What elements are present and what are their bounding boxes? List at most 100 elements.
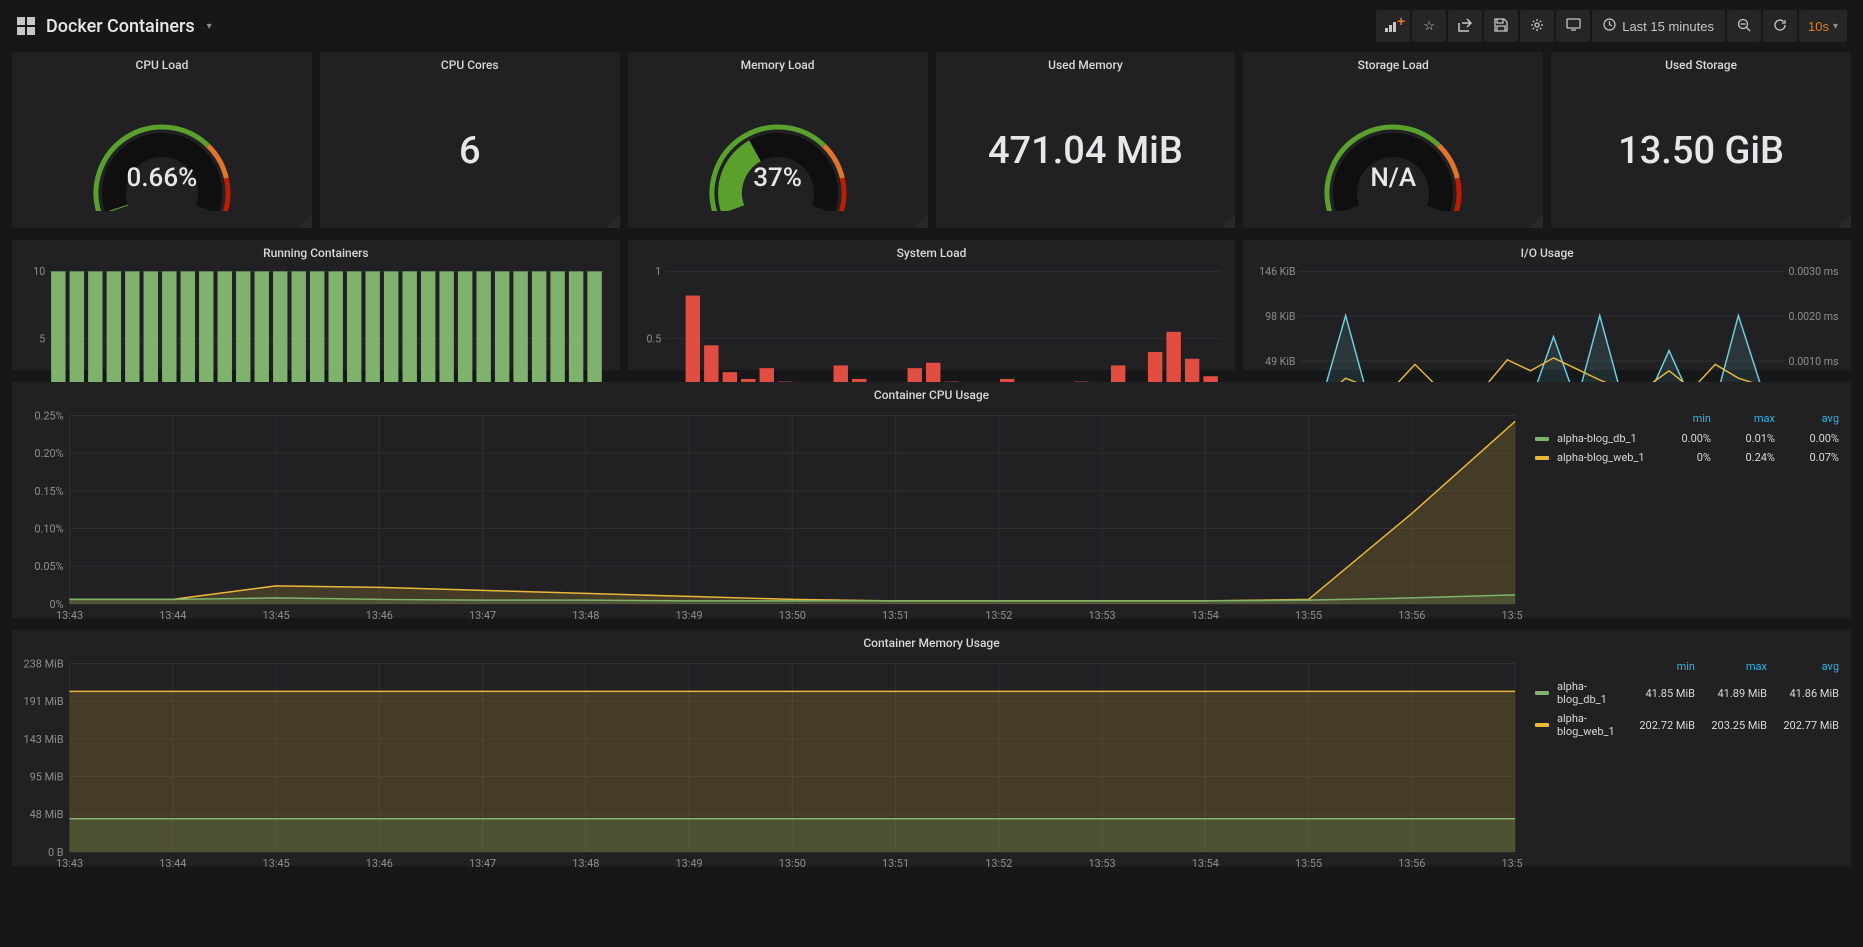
svg-text:13:57: 13:57 [1501,609,1523,622]
svg-text:13:53: 13:53 [1088,609,1115,622]
dashboard-title: Docker Containers [46,16,195,37]
svg-text:13:57: 13:57 [1501,857,1523,870]
topbar: Docker Containers ▾ + ☆ [0,0,1863,52]
svg-text:191 MiB: 191 MiB [24,695,64,708]
svg-text:13:52: 13:52 [985,609,1012,622]
panel-cpu-cores[interactable]: CPU Cores 6 [320,52,620,228]
svg-text:13:50: 13:50 [779,857,806,870]
panel-container-mem[interactable]: Container Memory Usage 238 MiB191 MiB143… [12,630,1851,866]
svg-text:5: 5 [39,332,45,345]
resize-handle[interactable] [606,214,620,228]
resize-handle[interactable] [1529,214,1543,228]
stat-value: 6 [459,129,481,173]
dashboard-title-group[interactable]: Docker Containers ▾ [16,16,1376,37]
svg-text:13:46: 13:46 [366,609,393,622]
legend-container-mem: minmaxavgalpha-blog_db_141.85 MiB41.89 M… [1531,652,1851,873]
caret-down-icon: ▾ [1833,21,1838,32]
resize-handle[interactable] [1837,214,1851,228]
monitor-icon [1566,18,1581,34]
refresh-icon [1773,18,1787,35]
panel-title: Used Memory [936,52,1236,74]
panel-title: CPU Load [12,52,312,74]
zoom-out-button[interactable] [1727,10,1761,42]
svg-text:13:51: 13:51 [882,609,909,622]
panel-storage-load[interactable]: Storage Load N/A [1243,52,1543,228]
svg-text:13:53: 13:53 [1088,857,1115,870]
panel-title: I/O Usage [1243,240,1851,262]
legend-container-cpu: minmaxavgalpha-blog_db_10.00%0.01%0.00%a… [1531,404,1851,625]
toolbar: + ☆ Last 15 m [1376,10,1847,42]
panel-title: Memory Load [628,52,928,74]
svg-text:13:51: 13:51 [882,857,909,870]
svg-text:13:43: 13:43 [56,609,83,622]
panel-title: System Load [628,240,1236,262]
view-mode-button[interactable] [1556,10,1590,42]
refresh-interval-button[interactable]: 10s ▾ [1799,10,1847,42]
save-icon [1494,18,1508,35]
time-range-label: Last 15 minutes [1622,19,1714,34]
panel-system-load[interactable]: System Load 00.5113:4413:4613:4813:5013:… [628,240,1236,370]
svg-text:0.0030 ms: 0.0030 ms [1789,266,1839,278]
gauge-value: 37% [753,163,802,193]
legend-item[interactable]: alpha-blog_db_141.85 MiB41.89 MiB41.86 M… [1535,677,1839,709]
svg-text:0.0010 ms: 0.0010 ms [1789,355,1839,368]
svg-text:95 MiB: 95 MiB [30,771,64,784]
share-button[interactable] [1448,10,1482,42]
svg-text:13:48: 13:48 [572,857,599,870]
resize-handle[interactable] [914,214,928,228]
svg-text:13:46: 13:46 [366,857,393,870]
svg-text:0.25%: 0.25% [34,409,63,422]
panel-memory-load[interactable]: Memory Load 37% [628,52,928,228]
svg-text:13:55: 13:55 [1295,609,1322,622]
resize-handle[interactable] [298,214,312,228]
stat-row: CPU Load 0.66% CPU Cores 6 Memory Load 3… [0,52,1863,240]
save-button[interactable] [1484,10,1518,42]
svg-text:146 KiB: 146 KiB [1259,266,1296,278]
svg-text:13:48: 13:48 [572,609,599,622]
refresh-button[interactable] [1763,10,1797,42]
caret-down-icon: ▾ [207,21,212,32]
svg-text:13:55: 13:55 [1295,857,1322,870]
gauge-memory-load: 37% [678,91,878,211]
cpu-usage-row: Container CPU Usage 0.25%0.20%0.15%0.10%… [0,382,1863,630]
star-button[interactable]: ☆ [1412,10,1446,42]
refresh-interval-label: 10s [1808,19,1829,34]
share-icon [1458,18,1472,35]
panel-running-containers[interactable]: Running Containers 051013:4413:4613:4813… [12,240,620,370]
legend-item[interactable]: alpha-blog_web_1202.72 MiB203.25 MiB202.… [1535,709,1839,741]
panel-title: Used Storage [1551,52,1851,74]
svg-text:0.0020 ms: 0.0020 ms [1789,310,1839,323]
plus-icon: + [1397,13,1405,29]
panel-title: Container CPU Usage [12,382,1851,404]
svg-text:0.10%: 0.10% [34,523,63,536]
gear-icon [1530,18,1544,35]
svg-text:0.15%: 0.15% [34,485,63,498]
svg-text:13:47: 13:47 [469,857,496,870]
star-icon: ☆ [1423,18,1435,34]
add-panel-button[interactable]: + [1376,10,1410,42]
svg-text:13:56: 13:56 [1398,609,1425,622]
resize-handle[interactable] [1221,214,1235,228]
svg-text:13:45: 13:45 [262,609,289,622]
stat-value: 471.04 MiB [988,129,1183,173]
panel-container-cpu[interactable]: Container CPU Usage 0.25%0.20%0.15%0.10%… [12,382,1851,618]
chart-container-cpu: 0.25%0.20%0.15%0.10%0.05%0%13:4313:4413:… [12,404,1531,625]
time-range-button[interactable]: Last 15 minutes [1592,10,1725,42]
svg-text:143 MiB: 143 MiB [24,733,64,746]
legend-item[interactable]: alpha-blog_db_10.00%0.01%0.00% [1535,429,1839,448]
settings-button[interactable] [1520,10,1554,42]
panel-used-memory[interactable]: Used Memory 471.04 MiB [936,52,1236,228]
legend-item[interactable]: alpha-blog_web_10%0.24%0.07% [1535,448,1839,467]
dashboard-grid-icon [16,16,36,36]
mem-usage-row: Container Memory Usage 238 MiB191 MiB143… [0,630,1863,878]
svg-text:13:54: 13:54 [1192,609,1219,622]
panel-cpu-load[interactable]: CPU Load 0.66% [12,52,312,228]
panel-io-usage[interactable]: I/O Usage 146 KiB98 KiB49 KiB0 B0.0030 m… [1243,240,1851,370]
svg-text:98 KiB: 98 KiB [1265,310,1296,323]
panel-used-storage[interactable]: Used Storage 13.50 GiB [1551,52,1851,228]
gauge-cpu-load: 0.66% [62,91,262,211]
svg-text:13:50: 13:50 [779,609,806,622]
svg-text:0.05%: 0.05% [34,560,63,573]
gauge-value: N/A [1370,163,1416,193]
panel-title: Storage Load [1243,52,1543,74]
